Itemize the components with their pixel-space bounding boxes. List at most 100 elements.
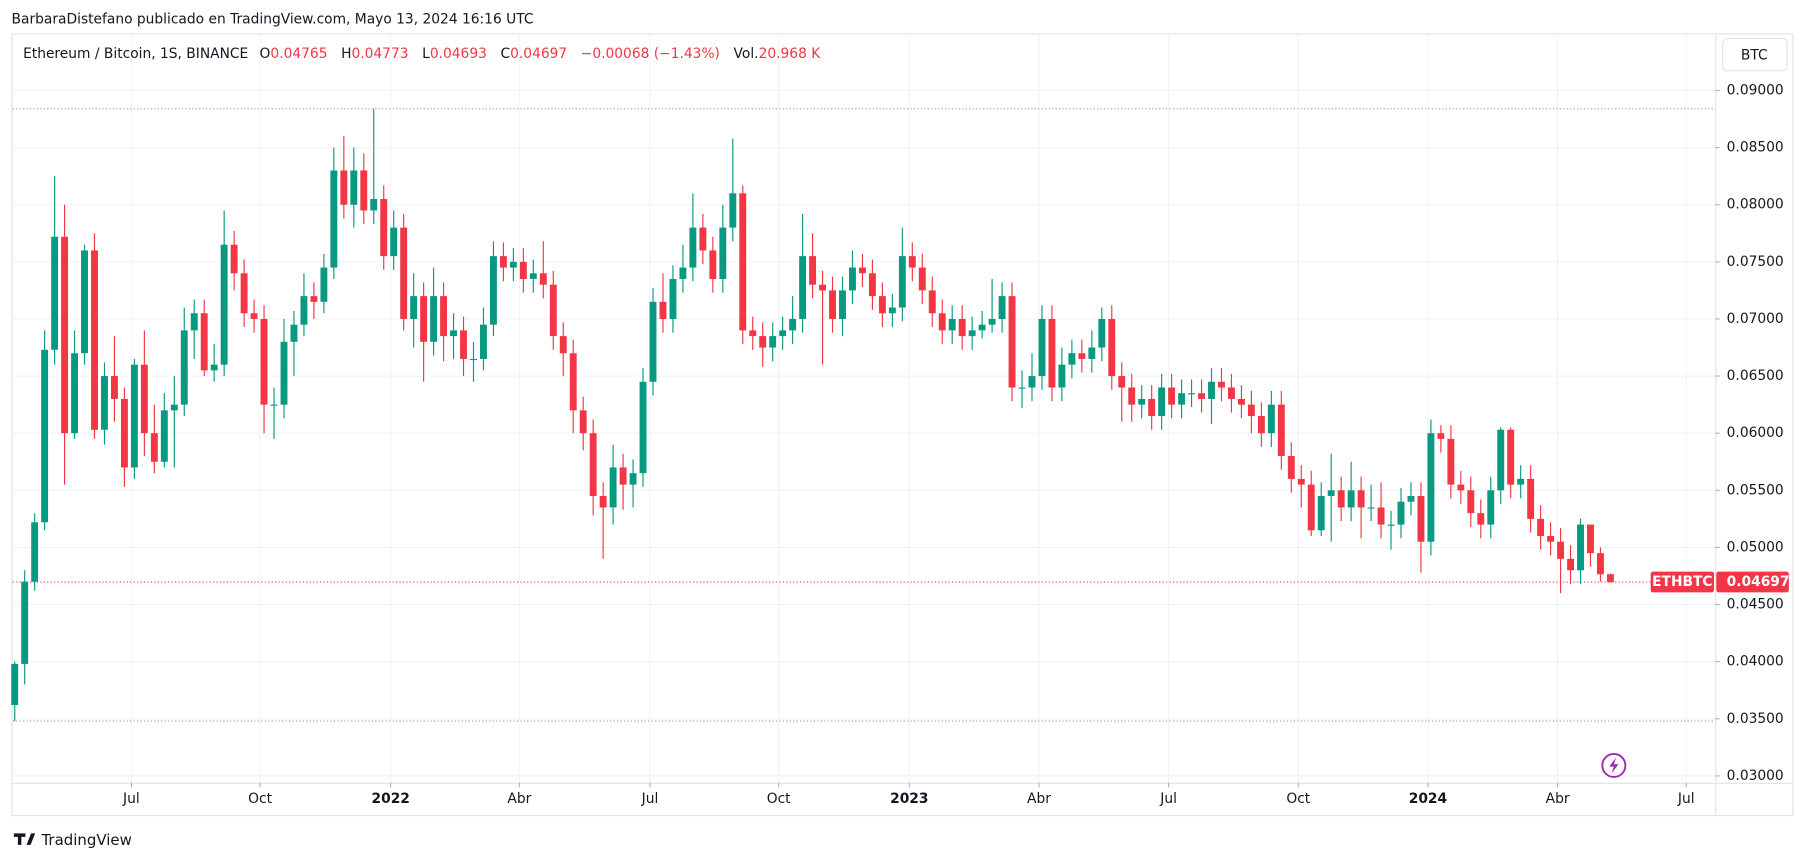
candle-body [260,318,268,405]
candle-body [160,410,168,462]
candle-body [1158,387,1166,417]
candle-body [559,336,567,354]
candle-body [1178,393,1186,405]
candle-body [420,296,428,342]
y-tick-label: 0.04000 [1727,654,1784,670]
candle-body [310,296,318,302]
x-tick-label: 2023 [890,791,928,807]
candle-body [1227,387,1235,399]
candle-body [549,284,557,337]
candle-body [689,227,697,268]
y-tick-label: 0.08500 [1727,140,1784,156]
candle-body [978,324,986,331]
candle-body [789,318,797,331]
candle-body [819,284,827,291]
candle-body [1417,496,1425,542]
candle-body [450,330,457,337]
candle-body [1587,524,1594,554]
candle-body [1427,433,1435,542]
attribution: BarbaraDistefano publicado en TradingVie… [12,12,534,28]
candle-body [1347,490,1355,508]
change: −0.00068 (−1.43%) [581,46,720,62]
candle-body [300,296,308,325]
h-value: 0.04773 [351,46,408,62]
candle-body [749,330,757,337]
x-tick-label: Abr [507,791,531,807]
candle-body [380,199,388,257]
currency-button-label[interactable]: BTC [1741,47,1768,63]
candle-body [1377,507,1385,525]
candle-body [1247,404,1255,417]
candle-body [270,404,278,406]
candle-body [1267,404,1275,434]
candle-body [769,336,777,348]
candle-body [1457,484,1465,491]
candle-body [1008,296,1016,388]
candle-body [1437,433,1445,439]
symbol-tag-label: ETHBTC [1652,574,1712,590]
candle-body [1138,398,1146,405]
candle-body [1447,438,1455,485]
candle-body [629,473,637,485]
candle-body [849,267,856,291]
candle-body [1148,398,1156,417]
candle-body [579,410,587,434]
candle-body [390,227,398,257]
candle-body [400,227,408,319]
candle-body [489,256,497,325]
last-price-label: 0.04697 [1727,574,1790,590]
candle-body [200,313,208,371]
candle-body [619,467,627,485]
candle-body [61,236,69,434]
currency-button[interactable] [1722,37,1788,72]
candle-body [1487,490,1495,525]
candle-body [370,199,378,211]
l-value: 0.04693 [430,46,487,62]
candle-body [908,256,916,268]
candle-body [589,433,597,497]
frame [11,33,1794,817]
candle-body [1198,393,1205,399]
candle-body [799,256,807,319]
candle-body [878,296,886,314]
candle-body [11,663,19,706]
last-price-tag [1716,571,1789,593]
candle-body [759,336,767,348]
lightning-icon[interactable] [1601,753,1627,778]
candle-body [360,170,368,211]
y-tick-label: 0.09000 [1727,83,1784,99]
candle-body [1257,416,1265,434]
logo-text: TradingView [41,831,132,849]
x-tick-label: 2024 [1409,791,1447,807]
candle-body [330,170,338,268]
candle-body [1237,398,1245,405]
candle-body [888,307,896,314]
candle-body [998,296,1006,319]
candle-body [1098,318,1106,348]
candle-body [1367,507,1375,509]
x-tick-label: Jul [1159,791,1177,807]
candle-body [1357,490,1365,508]
candle-body [1337,490,1345,508]
candle-body [1477,513,1485,525]
logo-icon [13,833,36,845]
y-tick-label: 0.07000 [1727,311,1784,327]
candle-body [1517,478,1525,485]
candle-body [1218,381,1225,388]
x-tick-label: Oct [248,791,272,807]
candle-body [250,313,258,319]
y-tick-label: 0.08000 [1727,197,1784,213]
candle-body [809,256,817,285]
candle-body [1188,393,1196,395]
candle-body [1527,478,1535,519]
candle-body [240,273,248,314]
candle-body [958,318,966,337]
candle-body [180,330,188,405]
candle-body [709,250,717,279]
candle-body [210,364,218,371]
candle-body [1567,558,1574,571]
candle-body [101,376,108,430]
candle-body [1507,429,1515,485]
l-label: L [422,46,430,62]
candle-body [938,313,946,331]
